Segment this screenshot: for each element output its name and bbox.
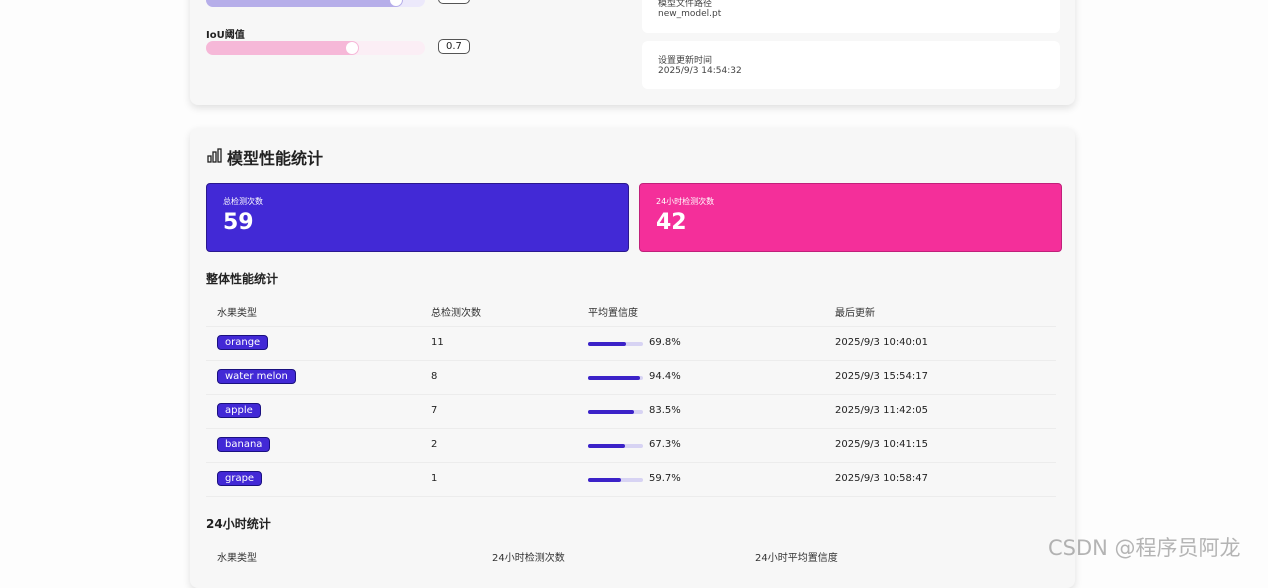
confidence-bar (588, 478, 621, 482)
column-header: 24小时平均置信度 (755, 553, 838, 564)
fruit-tag: grape (217, 471, 263, 486)
updated-cell: 2025/9/3 10:40:01 (835, 337, 929, 348)
info-box: 模型文件路径 new_model.pt (642, 0, 1060, 33)
slider-value: 0.7 (438, 39, 470, 54)
slider-fill (206, 41, 360, 55)
count-cell: 2 (431, 439, 438, 450)
confidence-track (588, 376, 643, 380)
count-cell: 1 (431, 473, 438, 484)
info-value: 2025/9/3 14:54:32 (658, 66, 742, 76)
slider-track[interactable] (206, 0, 425, 7)
confidence-label: 59.7% (649, 473, 681, 484)
confidence-label: 94.4% (649, 371, 681, 382)
slider-knob[interactable] (346, 42, 359, 54)
column-header: 水果类型 (217, 308, 257, 319)
confidence-label: 69.8% (649, 337, 681, 348)
row-divider (206, 326, 1056, 327)
confidence-bar (588, 444, 625, 448)
watermark: CSDN @程序员阿龙 (1048, 536, 1241, 560)
row-divider (206, 428, 1056, 429)
row-divider (206, 462, 1056, 463)
info-value: new_model.pt (658, 9, 722, 19)
count-cell: 7 (431, 405, 438, 416)
fruit-tag: orange (217, 335, 269, 350)
section-title: 模型性能统计 (227, 149, 324, 168)
slider-fill (206, 0, 404, 7)
confidence-track (588, 410, 643, 414)
confidence-label: 83.5% (649, 405, 681, 416)
fruit-tag: water melon (217, 369, 296, 384)
confidence-bar (588, 376, 640, 380)
slider-label: IoU阈值 (206, 30, 245, 41)
slider-knob[interactable] (390, 0, 403, 6)
column-header: 平均置信度 (588, 308, 638, 319)
settings-card: 0.9 IoU阈值 0.7 模型文件路径 new_model.pt 设置更新时间… (190, 0, 1075, 105)
slider-value: 0.9 (438, 0, 470, 4)
chart-icon (207, 148, 222, 163)
column-header: 24小时检测次数 (492, 553, 565, 564)
info-label: 模型文件路径 (658, 0, 713, 9)
confidence-track (588, 342, 643, 346)
updated-cell: 2025/9/3 10:41:15 (835, 439, 929, 450)
column-header: 总检测次数 (431, 308, 481, 319)
stat-value: 59 (223, 210, 254, 235)
fruit-tag: banana (217, 437, 271, 452)
stats-card: 模型性能统计 总检测次数 59 24小时检测次数 42 (190, 128, 1075, 588)
confidence-track (588, 444, 643, 448)
confidence-track (588, 478, 643, 482)
updated-cell: 2025/9/3 15:54:17 (835, 371, 929, 382)
column-header: 最后更新 (835, 308, 875, 319)
info-box: 设置更新时间 2025/9/3 14:54:32 (642, 41, 1060, 89)
confidence-bar (588, 342, 627, 346)
row-divider (206, 496, 1056, 497)
row-divider (206, 394, 1056, 395)
updated-cell: 2025/9/3 11:42:05 (835, 405, 929, 416)
stat-label: 24小时检测次数 (656, 197, 715, 206)
fruit-tag: apple (217, 403, 261, 418)
count-cell: 8 (431, 371, 438, 382)
confidence-bar (588, 410, 634, 414)
stat-label: 总检测次数 (223, 197, 263, 206)
confidence-label: 67.3% (649, 439, 681, 450)
column-header: 水果类型 (217, 553, 257, 564)
count-cell: 11 (431, 337, 444, 348)
subsection-title: 24小时统计 (206, 517, 271, 531)
subsection-title: 整体性能统计 (206, 272, 279, 286)
page: 0.9 IoU阈值 0.7 模型文件路径 new_model.pt 设置更新时间… (190, 0, 1241, 564)
stat-value: 42 (656, 210, 687, 235)
row-divider (206, 360, 1056, 361)
slider-track[interactable] (206, 41, 425, 55)
stat-card: 总检测次数 59 (206, 183, 629, 252)
updated-cell: 2025/9/3 10:58:47 (835, 473, 929, 484)
info-label: 设置更新时间 (658, 56, 713, 66)
stat-card: 24小时检测次数 42 (639, 183, 1062, 252)
